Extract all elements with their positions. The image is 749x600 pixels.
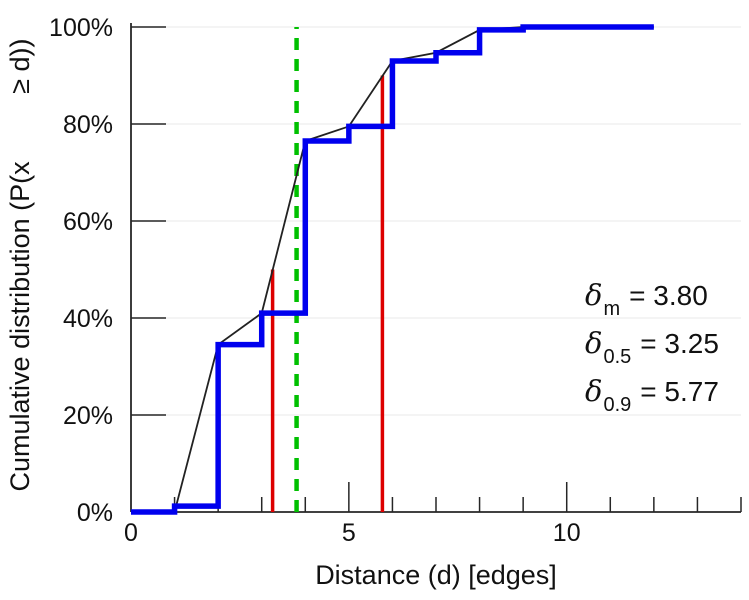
stat-row-p90: δ0.9 = 5.77: [585, 376, 719, 424]
x-tick-label: 0: [124, 519, 138, 547]
stats-annotation: δm = 3.80 δ0.5 = 3.25 δ0.9 = 5.77: [585, 280, 719, 424]
step-series: [131, 24, 654, 515]
y-axis-label: Cumulative distribution (P(x ≥ d)): [5, 38, 35, 492]
interp-line: [173, 26, 654, 513]
y-tick-label: 80%: [63, 111, 113, 139]
stat-value: = 3.80: [629, 280, 708, 311]
y-tick-label: 0%: [77, 499, 113, 527]
delta-symbol: δ: [585, 326, 603, 360]
y-tick-label: 40%: [63, 305, 113, 333]
delta-symbol: δ: [585, 278, 603, 312]
stat-row-mean: δm = 3.80: [585, 280, 719, 328]
delta-symbol: δ: [585, 374, 603, 408]
delta-subscript: 0.9: [603, 394, 632, 416]
stat-value: = 3.25: [640, 328, 719, 359]
delta-subscript: m: [603, 298, 621, 320]
x-axis-label: Distance (d) [edges]: [315, 560, 557, 590]
y-tick-label: 20%: [63, 402, 113, 430]
y-tick-label: 100%: [49, 14, 113, 42]
stat-value: = 5.77: [640, 376, 719, 407]
x-tick-label: 10: [553, 519, 581, 547]
delta-subscript: 0.5: [603, 346, 632, 368]
y-tick-label: 60%: [63, 208, 113, 236]
x-tick-label: 5: [342, 519, 356, 547]
stat-row-median: δ0.5 = 3.25: [585, 328, 719, 376]
